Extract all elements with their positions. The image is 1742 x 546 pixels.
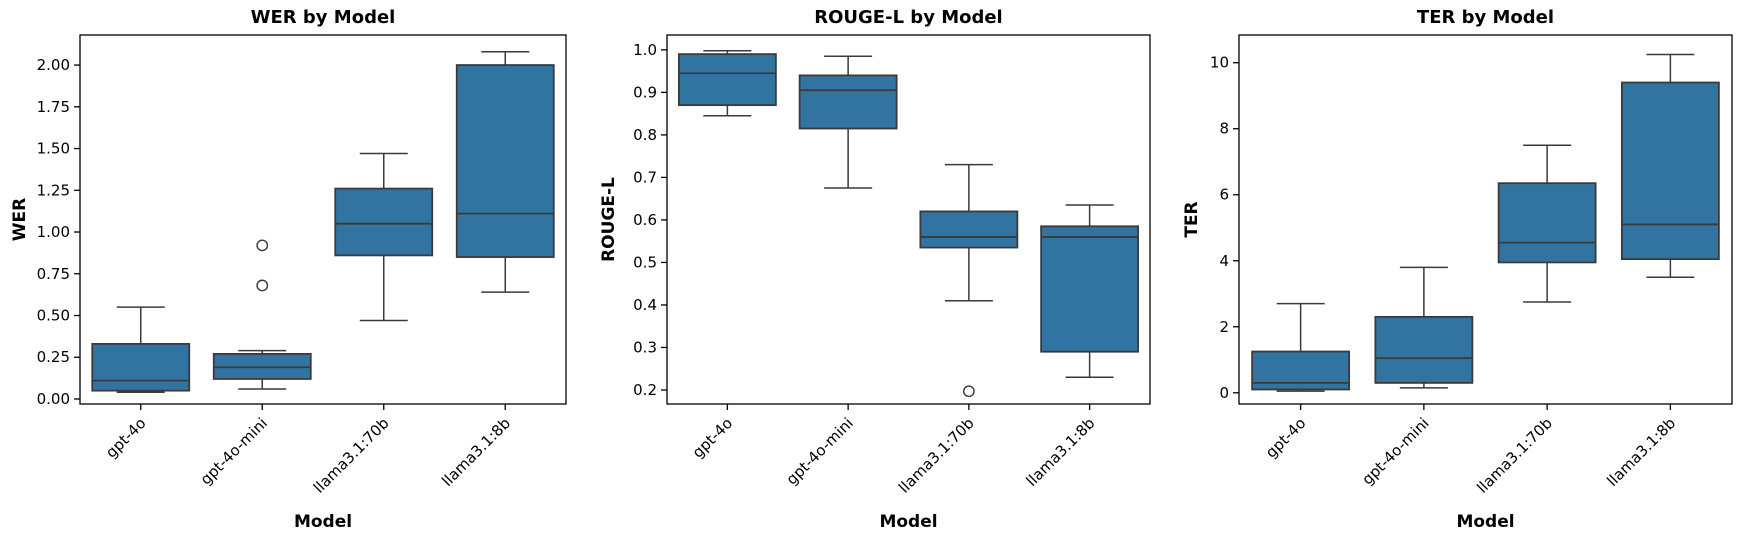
box — [1620, 81, 1720, 261]
subplot-wer: WER by Model Model WER 0.00 0.25 0.50 0.75 1.00… — [10, 7, 567, 532]
box-group-gpt-4o-mini — [798, 55, 898, 189]
y-tick-label: 0.5 — [633, 253, 657, 271]
y-tick-label: 0.4 — [633, 296, 657, 314]
x-axis-label: Model — [1456, 512, 1514, 532]
x-axis-label: Model — [879, 512, 937, 532]
box-group-gpt-4o — [1251, 302, 1351, 392]
box — [91, 342, 191, 392]
box — [677, 53, 777, 107]
y-tick-label: 1.0 — [633, 41, 657, 59]
y-tick-label: 0.00 — [37, 390, 70, 408]
outlier-point — [256, 279, 269, 292]
box — [919, 210, 1019, 249]
box-group-gpt-4o-mini — [1374, 266, 1474, 389]
y-axis-label: TER — [1182, 201, 1202, 237]
y-tick-label: 10 — [1210, 54, 1229, 72]
box-group-llama3.1:70b — [919, 163, 1019, 398]
box — [334, 187, 434, 257]
plot-border — [1238, 34, 1733, 405]
box — [798, 74, 898, 130]
box — [1497, 182, 1597, 264]
outlier-point — [962, 385, 975, 398]
x-tick-label: gpt-4o-mini — [1358, 414, 1432, 488]
y-tick-label: 2 — [1219, 318, 1229, 336]
box-group-llama3.1:8b — [1040, 204, 1140, 378]
y-tick-label: 1.00 — [37, 223, 70, 241]
box-group-llama3.1:8b — [1620, 53, 1720, 279]
box-group-llama3.1:70b — [1497, 144, 1597, 303]
y-tick-label: 4 — [1219, 252, 1229, 270]
y-tick-label: 1.25 — [37, 181, 70, 199]
y-tick-label: 0.25 — [37, 348, 70, 366]
box-group-gpt-4o-mini — [212, 239, 312, 390]
plot-border — [79, 34, 567, 405]
y-tick-label: 8 — [1219, 120, 1229, 138]
y-tick-label: 0.2 — [633, 381, 657, 399]
subplot-rouge-l: ROUGE-L by Model Model ROUGE-L 0.2 0.3 0.4 0.5… — [599, 7, 1151, 532]
y-tick-label: 0.3 — [633, 338, 657, 356]
plot-border — [666, 34, 1151, 405]
y-tick-label: 0.75 — [37, 265, 70, 283]
box — [1251, 350, 1351, 391]
y-tick-label: 0.50 — [37, 307, 70, 325]
box — [1040, 225, 1140, 353]
y-tick-label: 0 — [1219, 384, 1229, 402]
y-tick-label: 0.7 — [633, 168, 657, 186]
x-tick-label: gpt-4o-mini — [783, 414, 857, 488]
y-tick-label: 6 — [1219, 186, 1229, 204]
chart-title: TER by Model — [1417, 7, 1554, 28]
x-tick-label: llama3.1:70b — [895, 414, 978, 497]
y-tick-label: 0.9 — [633, 83, 657, 101]
x-tick-label: gpt-4o — [1262, 414, 1309, 461]
x-tick-label: gpt-4o — [689, 414, 736, 461]
chart-title: WER by Model — [251, 7, 396, 28]
box — [455, 64, 555, 258]
y-axis-label: WER — [10, 198, 30, 241]
y-tick-label: 1.75 — [37, 98, 70, 116]
box — [1374, 315, 1474, 384]
box-group-llama3.1:8b — [455, 50, 555, 293]
y-tick-label: 2.00 — [37, 56, 70, 74]
x-tick-label: llama3.1:70b — [1473, 414, 1556, 497]
chart-title: ROUGE-L by Model — [814, 7, 1002, 28]
subplot-ter: TER by Model Model TER 0 2 4 6 8 10 gpt-4o gpt-4o-… — [1182, 7, 1733, 532]
x-tick-label: gpt-4o — [102, 414, 149, 461]
box-group-llama3.1:70b — [334, 152, 434, 322]
x-tick-label: llama3.1:8b — [1023, 414, 1099, 490]
box-group-gpt-4o — [677, 49, 777, 117]
x-tick-label: llama3.1:8b — [438, 414, 514, 490]
x-tick-label: gpt-4o-mini — [197, 414, 271, 488]
y-tick-label: 0.6 — [633, 211, 657, 229]
x-tick-label: llama3.1:70b — [310, 414, 393, 497]
x-axis-label: Model — [294, 512, 352, 532]
box-group-gpt-4o — [91, 306, 191, 394]
x-tick-label: llama3.1:8b — [1603, 414, 1679, 490]
y-axis-label: ROUGE-L — [599, 177, 619, 262]
y-tick-label: 1.50 — [37, 140, 70, 158]
y-tick-label: 0.8 — [633, 126, 657, 144]
outlier-point — [256, 239, 269, 252]
